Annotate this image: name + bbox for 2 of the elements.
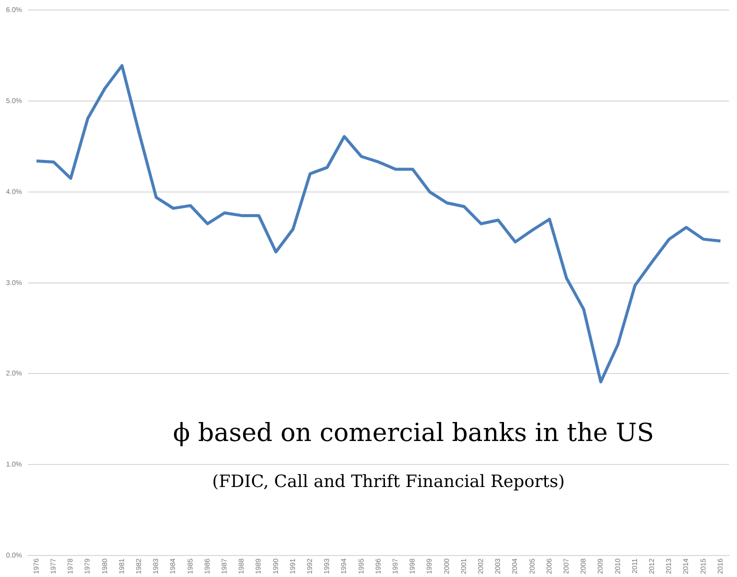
annotation: ϕ based on comercial banks in the US (172, 418, 655, 447)
annotation: (FDIC, Call and Thrift Financial Reports) (211, 472, 566, 492)
